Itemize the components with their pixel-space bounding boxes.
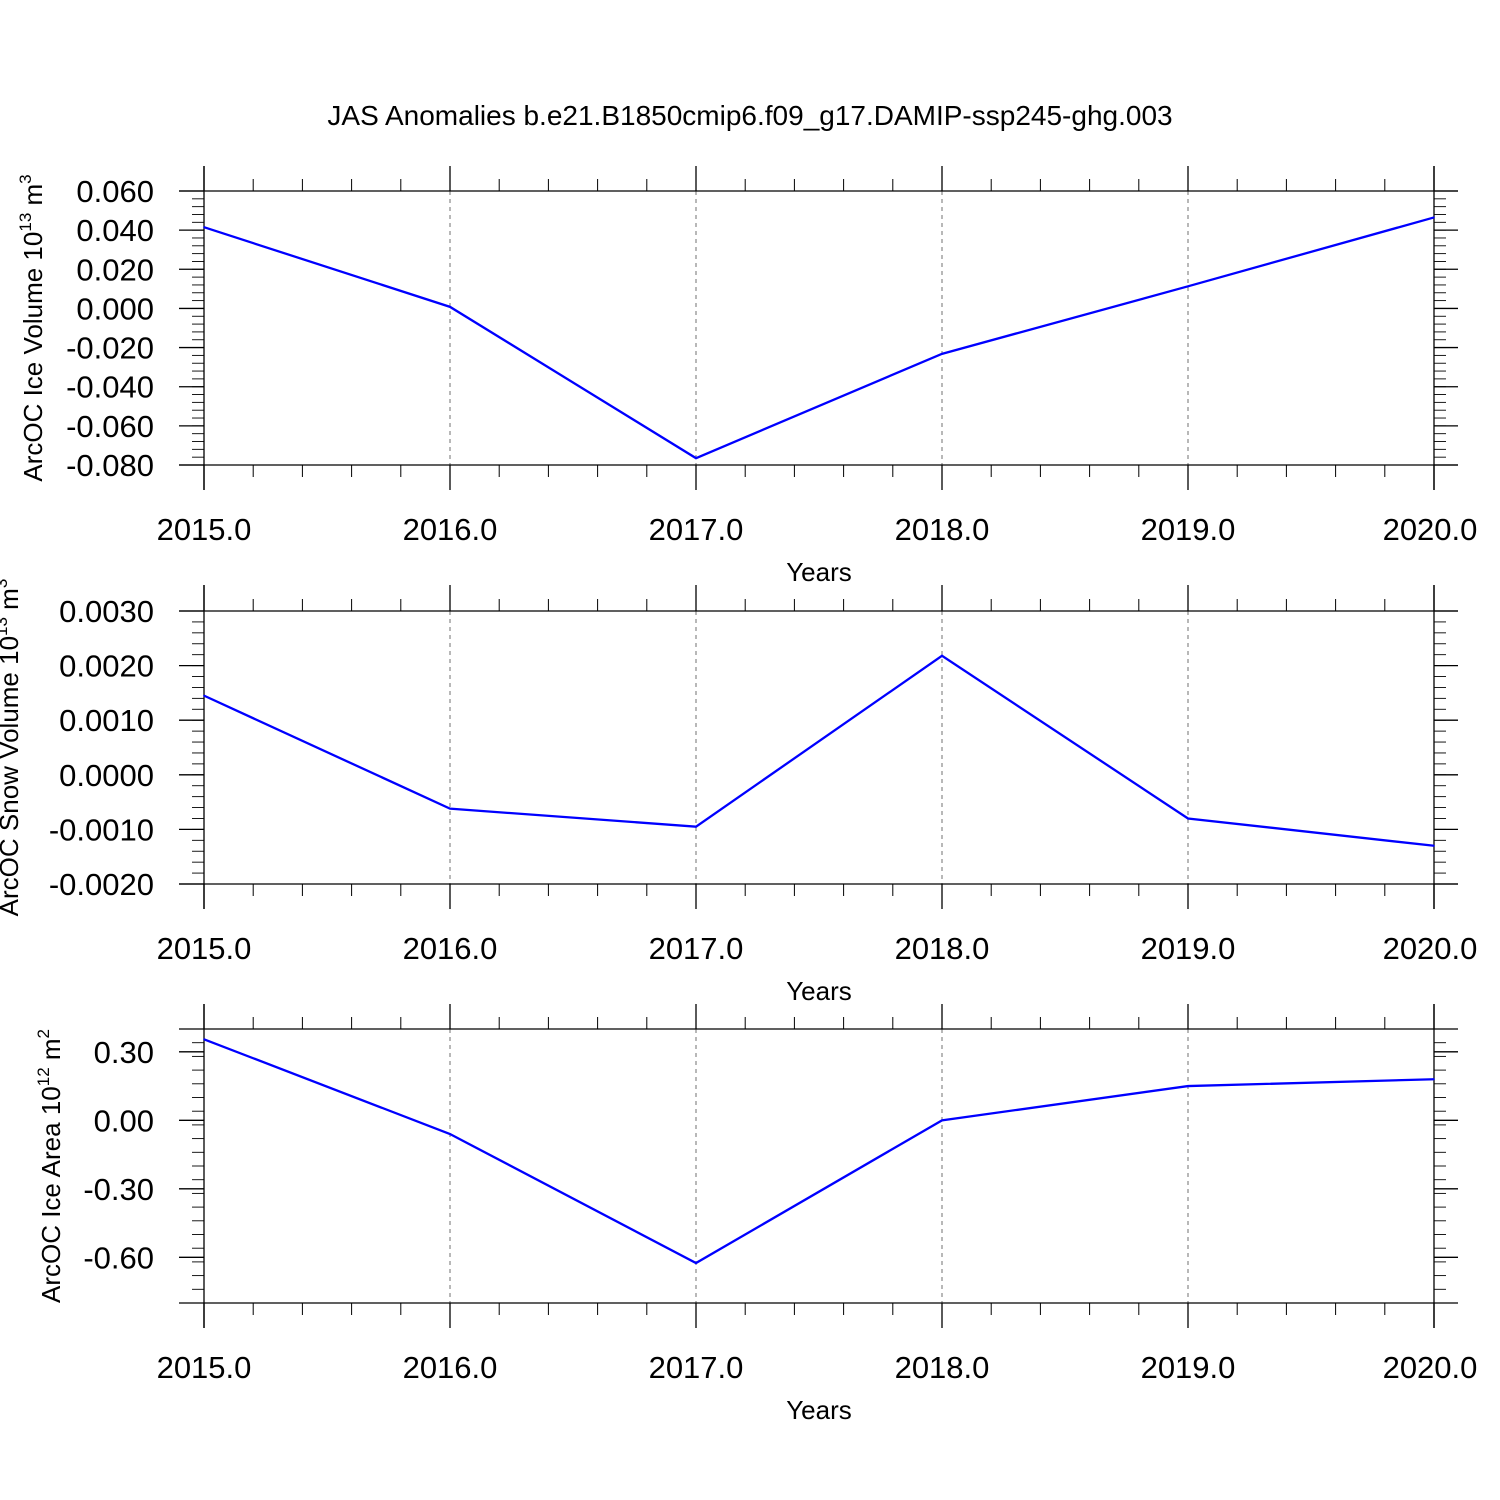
y-tick-label: -0.0010 [49,812,154,847]
data-point [449,807,451,810]
panel-1: 2015.0 2016.0 2017.0 2018.0 2019.0 2020.0 Year… [16,166,1477,587]
x-axis-title: Years [786,976,852,1006]
y-tick-label: 0.30 [94,1035,154,1070]
x-axis-title: Years [786,557,852,587]
panel-2: 2015.0 2016.0 2017.0 2018.0 2019.0 2020.0 Year… [0,579,1477,1006]
axes-frame [179,585,1458,909]
y-tick-label: 0.000 [76,291,154,326]
y-tick-label: -0.060 [66,409,154,444]
y-tick-label: -0.080 [66,448,154,483]
x-tick-label: 2018.0 [895,1350,990,1385]
data-point [1433,216,1435,219]
data-point [941,353,943,355]
y-tick-label: -0.30 [83,1172,154,1207]
y-tick-label: 0.020 [76,252,154,287]
x-tick-label: 2020.0 [1383,931,1478,966]
y-axis-title: ArcOC Snow Volume 1013 m3 [0,579,24,917]
axes-frame [179,1004,1458,1328]
y-tick-label: 0.0030 [59,594,154,629]
x-tick-label: 2016.0 [403,512,498,547]
y-tick-label: -0.0020 [49,867,154,902]
y-tick-label: 0.060 [76,174,154,209]
data-point [449,306,451,308]
x-tick-label: 2020.0 [1383,512,1478,547]
figure-title: JAS Anomalies b.e21.B1850cmip6.f09_g17.D… [327,100,1172,131]
axes-frame [179,166,1458,490]
x-tick-label: 2019.0 [1141,1350,1236,1385]
y-axis-title: ArcOC Ice Area 1012 m2 [34,1029,66,1303]
series-line-1 [203,216,1435,460]
x-tick-label: 2018.0 [895,931,990,966]
x-tick-label: 2019.0 [1141,931,1236,966]
y-tick-label: 0.0010 [59,703,154,738]
data-point [203,1038,205,1041]
y-tick-label: -0.020 [66,331,154,366]
data-point [695,1262,697,1264]
x-tick-label: 2017.0 [649,512,744,547]
data-point [449,1133,451,1135]
series-line-1 [203,1038,1435,1265]
data-point [695,457,697,459]
data-point [1433,1078,1435,1081]
x-tick-label: 2017.0 [649,1350,744,1385]
y-tick-label: 0.0020 [59,649,154,684]
data-point [1187,817,1189,820]
data-point [203,694,205,697]
x-tick-label: 2016.0 [403,931,498,966]
y-tick-label: -0.040 [66,370,154,405]
data-point [695,825,697,828]
y-axis-title: ArcOC Ice Volume 1013 m3 [16,174,48,481]
data-point [1187,1085,1189,1087]
series-line-1 [203,654,1435,847]
x-tick-label: 2019.0 [1141,512,1236,547]
y-tick-label: 0.040 [76,213,154,248]
data-point [1433,844,1435,847]
x-tick-label: 2015.0 [157,1350,252,1385]
x-tick-label: 2017.0 [649,931,744,966]
data-point [941,1119,943,1122]
x-tick-label: 2018.0 [895,512,990,547]
y-tick-label: 0.0000 [59,758,154,793]
y-tick-label: -0.60 [83,1240,154,1275]
x-tick-label: 2015.0 [157,512,252,547]
x-tick-label: 2020.0 [1383,1350,1478,1385]
panel-3: 2015.0 2016.0 2017.0 2018.0 2019.0 2020.0 Year… [34,1004,1477,1425]
x-tick-label: 2015.0 [157,931,252,966]
x-tick-label: 2016.0 [403,1350,498,1385]
data-point [941,654,943,657]
data-point [203,226,205,229]
y-tick-label: 0.00 [94,1103,154,1138]
x-axis-title: Years [786,1395,852,1425]
data-point [1187,285,1189,288]
